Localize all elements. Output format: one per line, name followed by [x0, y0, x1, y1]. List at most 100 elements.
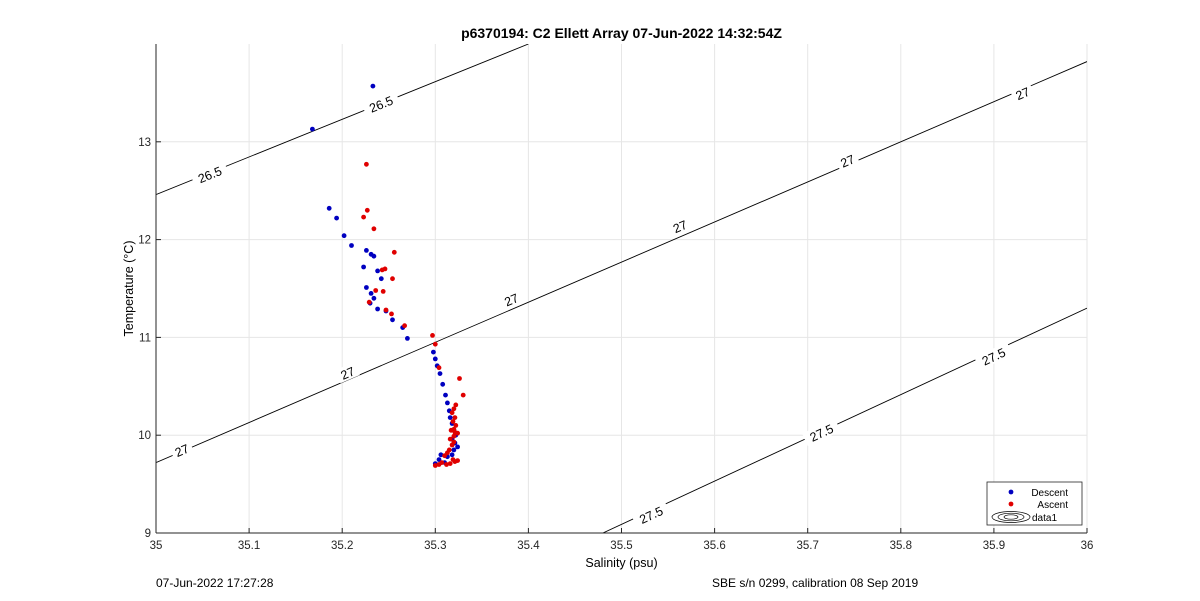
contour-label-bg	[334, 362, 360, 384]
descent-point	[368, 291, 374, 296]
contour-label: 27	[667, 215, 693, 237]
descent-point	[364, 248, 369, 253]
ascent-point	[460, 392, 466, 398]
descent-point	[310, 126, 315, 132]
ascent-point	[451, 406, 457, 412]
ascent-point	[452, 415, 458, 420]
x-tick-label: 35.5	[610, 540, 632, 552]
ascent-point	[430, 333, 435, 338]
ascent-point	[364, 161, 369, 167]
contour-label: 27	[498, 288, 524, 310]
ascent-point	[371, 226, 377, 232]
contour-label-text: 27	[671, 218, 689, 236]
ascent-point	[366, 299, 372, 305]
x-tick-label: 35.2	[331, 540, 353, 552]
contour-label-bg	[361, 90, 401, 117]
contour-label-bg	[190, 160, 229, 188]
descent-point	[445, 400, 450, 406]
contour-label-bg	[802, 418, 841, 447]
y-tick-label: 13	[138, 137, 151, 149]
descent-point	[449, 452, 455, 458]
ascent-point	[447, 461, 453, 466]
contour-label-text: 27	[502, 291, 520, 309]
ascent-point	[451, 433, 457, 439]
contour-label-text: 27	[339, 364, 357, 382]
footer-timestamp: 07-Jun-2022 17:27:28	[156, 576, 274, 590]
legend-label: Ascent	[1037, 500, 1068, 511]
ascent-point	[444, 462, 449, 467]
descent-point	[455, 444, 460, 450]
x-axis-label: Salinity (psu)	[585, 556, 657, 570]
descent-point	[364, 285, 369, 290]
descent-point	[432, 356, 438, 362]
y-tick-label: 12	[138, 235, 151, 247]
ascent-point	[402, 323, 407, 329]
y-tick-label: 10	[138, 430, 151, 442]
descent-point	[371, 295, 377, 301]
legend-box	[986, 481, 1083, 526]
ascent-point	[364, 207, 370, 213]
legend-label: Descent	[1031, 488, 1068, 499]
y-tick-label: 9	[145, 528, 151, 540]
ascent-point	[453, 402, 459, 408]
descent-point	[390, 317, 395, 323]
ascent-point	[450, 419, 456, 424]
ascent-point	[455, 458, 460, 463]
legend-descent-marker	[1008, 489, 1014, 495]
x-tick-label: 35.8	[890, 540, 912, 552]
descent-point	[375, 306, 380, 312]
contour-label-text: 27	[1014, 85, 1032, 103]
descent-point	[370, 83, 376, 89]
legend-label: data1	[1032, 513, 1057, 524]
contour-label-bg	[1009, 82, 1035, 104]
descent-point	[436, 457, 442, 462]
x-tick-label: 35.3	[424, 540, 446, 552]
ascent-point	[457, 376, 462, 381]
ascent-point	[361, 214, 366, 220]
ascent-point	[432, 463, 438, 468]
contour-label-bg	[631, 500, 671, 529]
contour-label-text: 27	[839, 152, 857, 170]
x-tick-label: 35.9	[983, 540, 1005, 552]
descent-point	[349, 243, 354, 248]
descent-point	[361, 264, 366, 270]
descent-point	[378, 276, 384, 282]
grid	[155, 44, 1088, 534]
y-tick-label: 11	[139, 332, 151, 344]
descent-point	[405, 336, 410, 341]
ascent-point	[390, 276, 395, 282]
descent-point	[447, 415, 453, 420]
ascent-point	[436, 365, 442, 371]
x-tick-label: 35	[150, 540, 163, 552]
descent-point	[334, 215, 339, 221]
contour-label-bg	[498, 288, 524, 310]
ascent-point	[391, 249, 397, 255]
legend-contour-ring	[1003, 514, 1019, 520]
contour-label-bg	[974, 342, 1013, 371]
legend-ascent-marker	[1008, 501, 1014, 507]
x-tick-label: 35.1	[238, 540, 260, 552]
legend-contour-icon	[991, 511, 1031, 523]
descent-point	[371, 253, 377, 259]
ascent-point	[455, 430, 460, 436]
contour-label-bg	[667, 215, 693, 237]
ascent-point	[453, 423, 459, 428]
tick-labels: 35 35.1 35.2 35.3 35.4 35.5 35.6 35.7 35.8 35.9 36…	[138, 137, 1093, 552]
ascent-point	[379, 267, 385, 273]
ascent-point	[436, 462, 442, 467]
contour-label-bg	[169, 439, 195, 461]
ascent-point	[380, 289, 386, 294]
ascent-point	[448, 427, 454, 433]
data-points	[310, 83, 466, 468]
contour-line-27	[156, 61, 1087, 464]
x-tick-label: 35.6	[703, 540, 725, 552]
legend-contour-ring	[991, 511, 1031, 523]
footer-calibration: SBE s/n 0299, calibration 08 Sep 2019	[712, 576, 919, 590]
ascent-point	[389, 311, 394, 317]
ascent-point	[442, 453, 447, 459]
descent-point	[440, 381, 446, 387]
x-tick-label: 35.4	[517, 540, 540, 552]
descent-point	[438, 452, 444, 458]
